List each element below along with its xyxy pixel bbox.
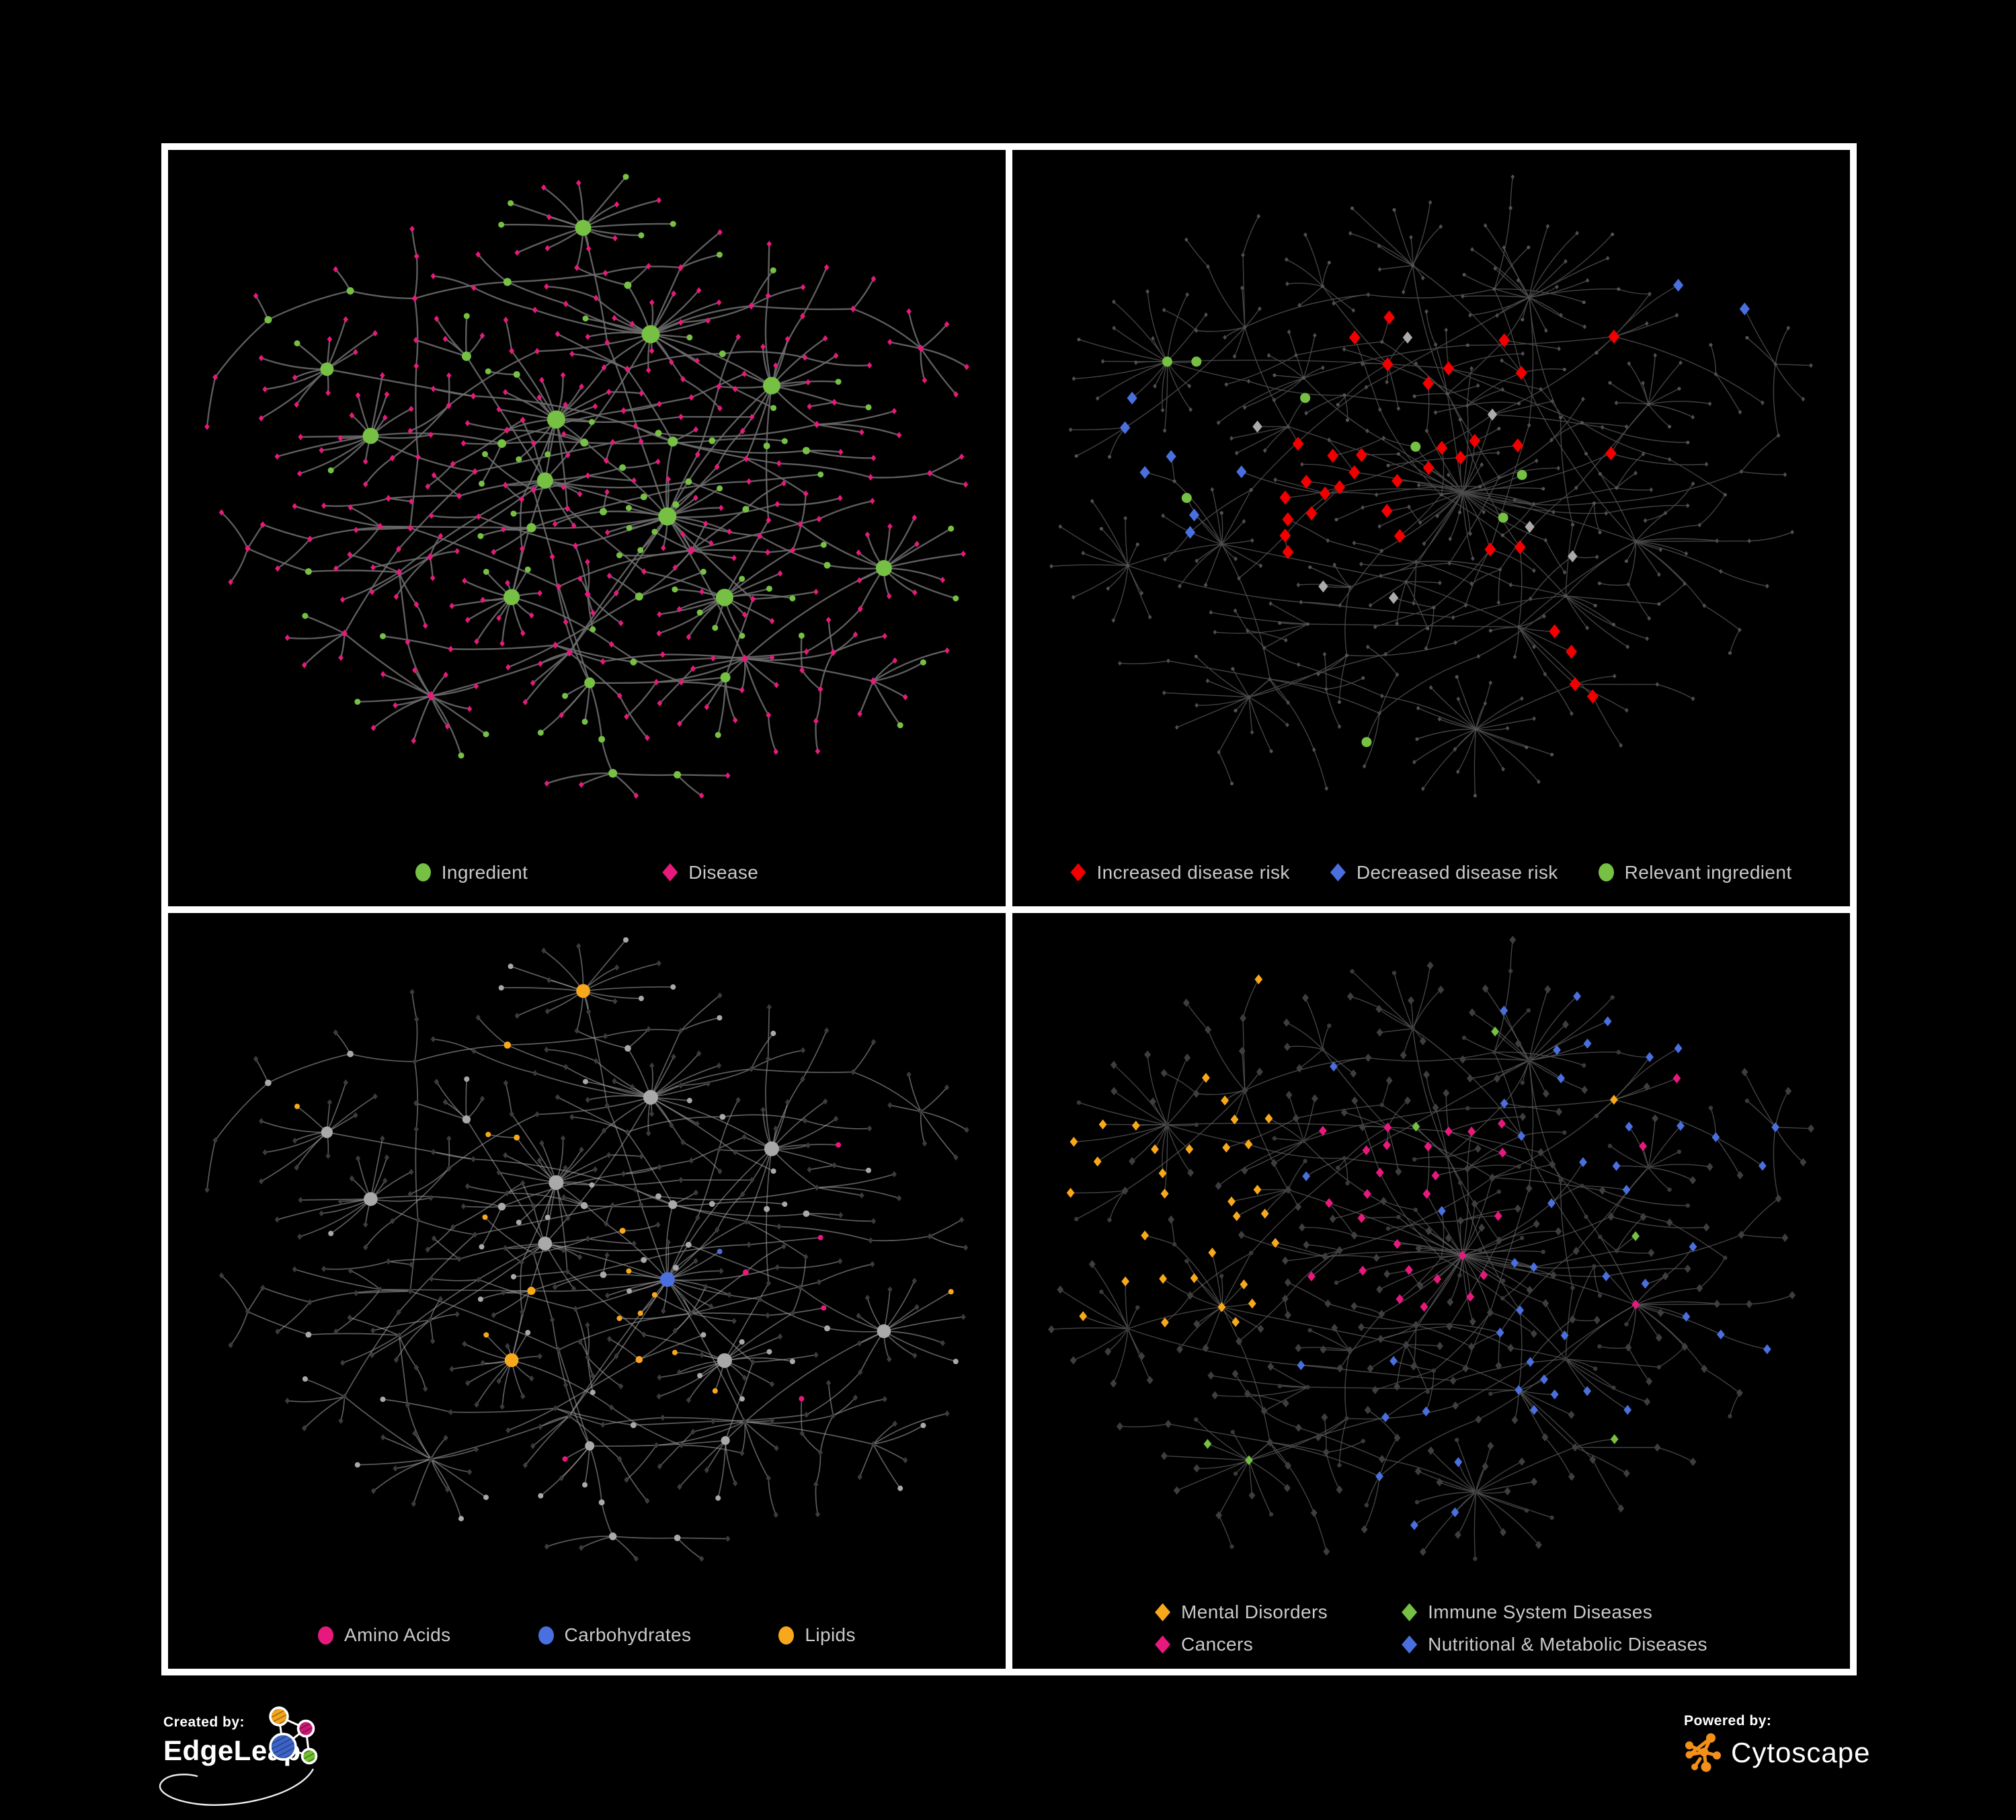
- legend-ingredient-disease: Ingredient Disease: [168, 862, 1006, 883]
- figure-grid: Ingredient Disease Increased disease risk…: [161, 143, 1857, 1675]
- legend-label: Ingredient: [441, 861, 528, 883]
- legend-marker-circle: [538, 1626, 554, 1645]
- panel-disease-categories: Mental Disorders Immune System Diseases Ca…: [1012, 912, 1850, 1669]
- panel-ingredient-disease: Ingredient Disease: [168, 150, 1006, 906]
- legend-label: Decreased disease risk: [1356, 861, 1558, 883]
- panel-disease-risk: Increased disease risk Decreased disease …: [1012, 150, 1850, 906]
- network-graph-disease-risk: [1049, 174, 1813, 798]
- legend-marker-circle: [415, 863, 431, 881]
- legend-label: Mental Disorders: [1181, 1601, 1328, 1622]
- logo-node-green: [300, 1747, 318, 1765]
- powered-by-label: Powered by:: [1684, 1713, 1772, 1729]
- legend-macronutrients: Amino Acids Carbohydrates Lipids: [168, 1624, 1006, 1646]
- legend-label: Amino Acids: [344, 1624, 451, 1645]
- legend-marker-diamond: [1070, 863, 1086, 881]
- legend-label: Lipids: [805, 1624, 856, 1645]
- legend-label: Nutritional & Metabolic Diseases: [1428, 1634, 1707, 1655]
- legend-label: Immune System Diseases: [1428, 1601, 1653, 1622]
- legend-marker-circle: [318, 1626, 334, 1645]
- edgeleap-wordmark: EdgeLeap: [163, 1735, 301, 1766]
- cytoscape-logo: [1685, 1733, 1721, 1772]
- legend-label: Relevant ingredient: [1624, 861, 1792, 883]
- legend-label: Disease: [688, 861, 759, 883]
- cytoscape-wordmark: Cytoscape: [1731, 1737, 1871, 1768]
- legend-marker-circle: [778, 1626, 795, 1645]
- legend-item: Cancers: [1155, 1634, 1328, 1655]
- network-graph-ingredient-disease: [204, 173, 969, 799]
- panel-macronutrients: Amino Acids Carbohydrates Lipids: [168, 912, 1006, 1669]
- legend-label: Carbohydrates: [564, 1624, 692, 1645]
- legend-label: Increased disease risk: [1096, 861, 1290, 883]
- created-by-block: Created by: EdgeLeap: [163, 1714, 301, 1767]
- legend-marker-diamond: [1402, 1635, 1418, 1654]
- legend-marker-diamond: [1155, 1603, 1171, 1622]
- legend-item: Immune System Diseases: [1402, 1601, 1707, 1623]
- legend-item: Nutritional & Metabolic Diseases: [1402, 1634, 1707, 1655]
- legend-item: Relevant ingredient: [1598, 861, 1792, 883]
- legend-item: Amino Acids: [318, 1624, 450, 1646]
- legend-label: Cancers: [1181, 1634, 1254, 1655]
- legend-item: Ingredient: [415, 862, 528, 883]
- legend-item: Lipids: [778, 1624, 856, 1646]
- legend-disease-risk: Increased disease risk Decreased disease …: [1012, 862, 1850, 883]
- legend-marker-diamond: [1155, 1635, 1171, 1654]
- created-by-label: Created by:: [163, 1714, 245, 1730]
- logo-edge: [305, 1728, 311, 1757]
- legend-disease-categories: Mental Disorders Immune System Diseases Ca…: [1012, 1601, 1850, 1655]
- legend-marker-circle: [1598, 863, 1614, 881]
- network-graph-macronutrients: [204, 937, 969, 1562]
- legend-item: Increased disease risk: [1070, 862, 1289, 883]
- network-graph-disease-categories: [1048, 935, 1814, 1561]
- legend-item: Mental Disorders: [1155, 1601, 1328, 1623]
- legend-item: Disease: [662, 862, 758, 883]
- legend-marker-diamond: [1330, 863, 1346, 881]
- legend-item: Carbohydrates: [538, 1624, 692, 1646]
- powered-by-block: Powered by: Cytoscape: [1684, 1713, 1870, 1774]
- legend-marker-diamond: [1402, 1603, 1418, 1622]
- legend-item: Decreased disease risk: [1330, 862, 1558, 883]
- edgeleap-swoosh: [159, 1768, 315, 1806]
- legend-marker-diamond: [662, 863, 678, 881]
